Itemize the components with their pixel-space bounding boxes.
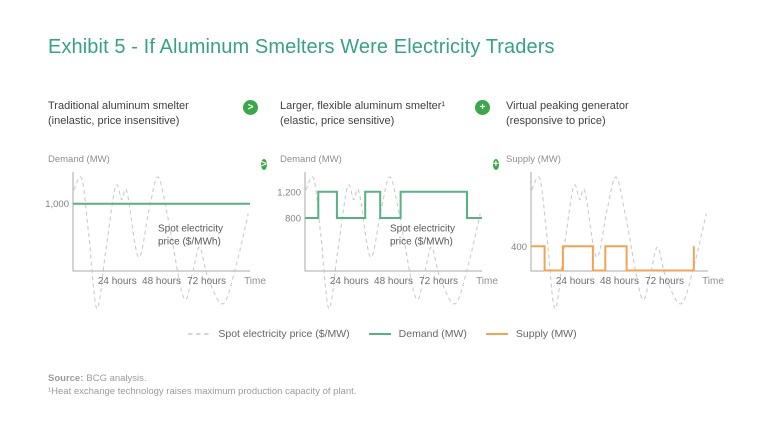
spot-price-curve: [531, 176, 707, 310]
column-headers: Traditional aluminum smelter (inelastic,…: [48, 99, 716, 128]
legend-item-supply: Supply (MW): [485, 328, 577, 340]
column-header-traditional-smelter: Traditional aluminum smelter (inelastic,…: [48, 99, 258, 128]
x-tick-label: 72 hours: [419, 276, 458, 287]
exhibit-title: Exhibit 5 - If Aluminum Smelters Were El…: [48, 36, 555, 58]
chart-gap: >: [258, 154, 280, 318]
time-axis-label: Time: [702, 276, 724, 287]
column-header-text: Virtual peaking generator (responsive to…: [506, 99, 629, 128]
column-header-text: Traditional aluminum smelter (inelastic,…: [48, 99, 189, 128]
chart-gap: +: [490, 154, 506, 318]
forward-circle-icon: >: [243, 100, 258, 115]
dashed-line-swatch: [188, 333, 211, 335]
spot-price-annotation: price ($/MWh): [158, 236, 221, 247]
x-tick-label: 72 hours: [645, 276, 684, 287]
spot-price-annotation: price ($/MWh): [390, 236, 453, 247]
x-tick-label: 24 hours: [98, 276, 137, 287]
x-tick-label: 48 hours: [142, 276, 181, 287]
y-tick-label: 1,200: [277, 187, 301, 198]
y-tick-label: 800: [285, 214, 301, 225]
demand-line: [305, 190, 482, 220]
source-line: Source: BCG analysis.: [48, 373, 720, 386]
x-tick-label: 72 hours: [187, 276, 226, 287]
header-gap: [490, 99, 506, 128]
y-axis-title: Demand (MW): [280, 154, 342, 166]
column-subtitle: (elastic, price sensitive): [280, 114, 395, 127]
y-axis-title: Demand (MW): [48, 154, 110, 166]
plus-circle-icon: +: [493, 159, 499, 171]
axis-line: [304, 172, 482, 272]
column-subtitle: (responsive to price): [506, 114, 606, 127]
legend-label: Supply (MW): [515, 328, 577, 341]
chart-canvas: 400 24 hours 48 hours 72 hours Time: [511, 172, 724, 310]
x-tick-label: 48 hours: [374, 276, 413, 287]
spot-price-annotation: Spot electricity: [158, 223, 223, 234]
y-tick-label: 400: [511, 242, 527, 253]
column-header-text: Larger, flexible aluminum smelter¹ (elas…: [280, 99, 445, 128]
time-axis-label: Time: [476, 276, 498, 287]
axis-line: [72, 172, 250, 272]
chart-flexible-smelter: Demand (MW) 1,200 800 24 hours 48 hours 72 h…: [277, 154, 498, 318]
legend-label: Demand (MW): [398, 328, 467, 341]
solid-line-swatch: [368, 333, 391, 336]
footnote: ¹Heat exchange technology raises maximum…: [48, 385, 357, 397]
footer: Source: BCG analysis. ¹Heat exchange tech…: [48, 373, 720, 399]
column-title: Larger, flexible aluminum smelter¹: [280, 100, 446, 112]
chart-peaking-generator: Supply (MW) 400 24 hours 48 hours 72 hours T…: [506, 154, 724, 318]
column-subtitle: (inelastic, price insensitive): [48, 114, 180, 127]
spot-price-curve: [73, 176, 249, 310]
x-tick-label: 48 hours: [600, 276, 639, 287]
header-gap: [258, 99, 280, 128]
chart-canvas: 1,000 24 hours 48 hours 72 hours Time Spot el…: [45, 172, 266, 310]
column-header-flexible-smelter: Larger, flexible aluminum smelter¹ (elas…: [280, 99, 490, 128]
spot-price-annotation: Spot electricity: [390, 223, 455, 234]
legend-item-spot-price: Spot electricity price ($/MW): [187, 328, 350, 341]
source-label: Source:: [48, 373, 84, 385]
chart-traditional-smelter: Demand (MW) 1,000 24 hours 48 hours 72 hour…: [45, 154, 266, 318]
column-header-peaking-generator: Virtual peaking generator (responsive to…: [506, 99, 716, 128]
axis-line: [530, 172, 708, 272]
column-title: Traditional aluminum smelter: [48, 100, 189, 112]
x-tick-label: 24 hours: [330, 276, 369, 287]
y-axis-title: Supply (MW): [506, 154, 561, 166]
time-axis-label: Time: [244, 276, 266, 287]
source-text: BCG analysis.: [86, 373, 147, 385]
x-tick-label: 24 hours: [556, 276, 595, 287]
forward-circle-icon: >: [261, 159, 267, 171]
solid-line-swatch: [485, 333, 508, 336]
plus-circle-icon: +: [475, 100, 490, 115]
supply-line: [531, 245, 695, 272]
legend-label: Spot electricity price ($/MW): [218, 328, 350, 341]
column-title: Virtual peaking generator: [506, 100, 629, 112]
y-tick-label: 1,000: [45, 199, 69, 210]
legend-item-demand: Demand (MW): [368, 328, 467, 340]
legend: Spot electricity price ($/MW) Demand (MW…: [48, 328, 716, 340]
charts-row: Demand (MW) 1,000 24 hours 48 hours 72 hour…: [45, 154, 724, 318]
chart-canvas: 1,200 800 24 hours 48 hours 72 hours Time Spot…: [277, 172, 498, 310]
